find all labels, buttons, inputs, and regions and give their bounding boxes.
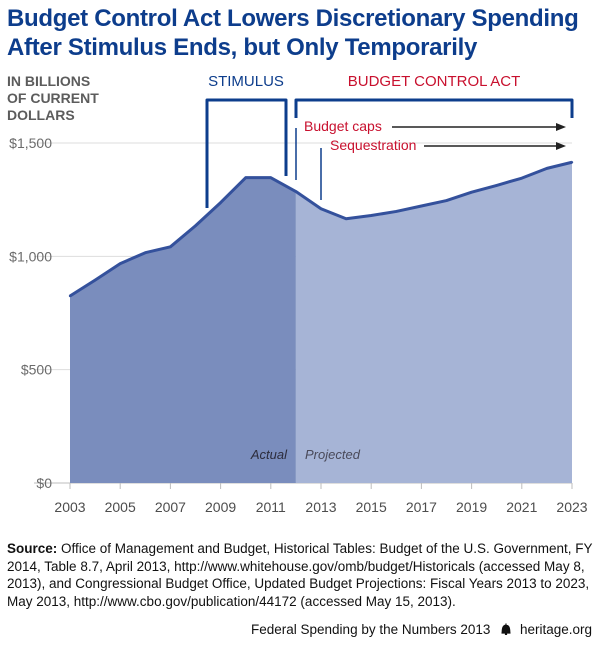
area-chart: $0$500$1,000$1,500 2003 2005 2007 2009 2011 2… (9, 73, 588, 515)
data-point-2022 (545, 167, 549, 170)
x-tick-label: 2013 (305, 499, 336, 515)
data-point-2017 (420, 204, 423, 208)
stimulus-label: STIMULUS (208, 73, 284, 90)
data-point-2019 (470, 190, 473, 194)
data-point-2006 (144, 251, 147, 254)
source-text: Office of Management and Budget, Histori… (7, 541, 593, 609)
units-label-line-2: OF CURRENT (7, 90, 99, 106)
units-label-line-3: DOLLARS (7, 107, 75, 123)
x-tick-label: 2003 (54, 499, 85, 515)
data-point-2009 (219, 201, 222, 204)
y-tick-label: $1,000 (9, 248, 52, 264)
chart-title: Budget Control Act Lowers Discretionary … (7, 4, 597, 62)
data-point-2023 (570, 161, 574, 164)
x-tick-label: 2005 (105, 499, 136, 515)
data-point-2016 (395, 210, 398, 213)
data-point-2014 (344, 217, 348, 220)
y-axis-ticks: $0 $500 $1,000 $1,500 (9, 135, 52, 491)
x-tick-label: 2021 (506, 499, 537, 515)
x-tick-label: 2015 (356, 499, 387, 515)
chart-title-line-2: After Stimulus Ends, but Only Temporaril… (7, 34, 477, 61)
footer-series: Federal Spending by the Numbers 2013 (251, 622, 491, 637)
x-tick-label: 2019 (456, 499, 487, 515)
source-label: Source: (7, 541, 58, 556)
x-axis-ticks: 2003 2005 2007 2009 2011 2013 2015 2017 2019 2021… (54, 483, 588, 515)
data-point-2004 (93, 278, 97, 282)
bca-label: BUDGET CONTROL ACT (348, 73, 521, 90)
y-tick-label: $0 (36, 475, 52, 491)
chart-areas (69, 160, 573, 483)
x-tick-label: 2017 (406, 499, 437, 515)
data-point-2005 (119, 262, 122, 265)
projected-label: Projected (305, 447, 361, 462)
x-tick-label: 2023 (556, 499, 587, 515)
data-point-2003 (68, 294, 72, 298)
source-note: Source: Office of Management and Budget,… (7, 540, 595, 610)
projected-area (295, 162, 572, 483)
actual-area (70, 177, 296, 483)
liberty-bell-icon (501, 623, 511, 635)
data-points (68, 161, 574, 298)
x-tick-label: 2007 (155, 499, 186, 515)
data-point-2011 (269, 176, 272, 179)
data-point-2021 (520, 176, 523, 180)
footer: Federal Spending by the Numbers 2013 her… (251, 622, 592, 637)
y-tick-label: $1,500 (9, 135, 52, 151)
data-point-2020 (495, 184, 498, 187)
units-label: IN BILLIONS OF CURRENT DOLLARS (7, 73, 127, 124)
budget-caps-arrowhead (556, 123, 566, 131)
footer-site: heritage.org (519, 622, 592, 637)
stimulus-bracket (205, 98, 288, 208)
x-tick-label: 2009 (205, 499, 236, 515)
chart-title-line-1: Budget Control Act Lowers Discretionary … (7, 5, 579, 32)
data-point-2015 (370, 214, 373, 217)
bca-bracket (294, 98, 574, 118)
units-label-line-1: IN BILLIONS (7, 73, 91, 89)
actual-label: Actual (250, 447, 288, 462)
data-point-2010 (244, 176, 247, 179)
data-point-2007 (169, 245, 172, 249)
data-point-2012 (294, 190, 298, 193)
x-tick-label: 2011 (256, 499, 286, 515)
budget-caps-label: Budget caps (304, 118, 382, 134)
data-point-2008 (194, 224, 197, 227)
data-point-2018 (445, 199, 448, 202)
sequestration-label: Sequestration (330, 137, 416, 153)
data-point-2013 (319, 207, 323, 210)
y-tick-label: $500 (21, 362, 52, 378)
sequestration-arrowhead (556, 142, 566, 150)
